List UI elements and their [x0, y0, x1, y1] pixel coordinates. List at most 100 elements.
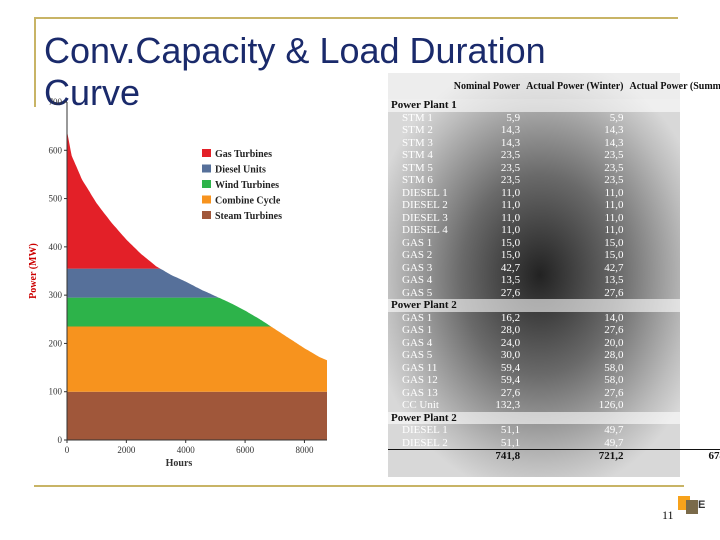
table-row: GAS 5 27,6 27,6 25,0	[388, 287, 720, 300]
unit-name-cell: GAS 3	[402, 261, 433, 274]
table-row: GAS 4 24,0 20,0 18,8	[388, 337, 720, 350]
power-value-cell: 15,0	[500, 249, 521, 261]
unit-name-cell: DIESEL 3	[402, 211, 448, 224]
table-group-row: Power Plant 2	[388, 299, 720, 312]
legend-swatch	[202, 180, 211, 188]
table-row: GAS 4 13,5 13,5 12,8	[388, 274, 720, 287]
bottom-rule	[34, 485, 684, 487]
power-value-cell: 23,5	[500, 149, 521, 161]
unit-name-cell: GAS 1	[402, 324, 433, 336]
power-value-cell: 23,5	[604, 174, 624, 186]
power-value-cell: 59,4	[500, 361, 521, 374]
power-value-cell: 59,4	[500, 374, 521, 386]
y-tick-label: 300	[49, 290, 63, 300]
power-value-cell: 41,0	[713, 261, 720, 274]
y-tick-label: 400	[49, 242, 63, 252]
table-group-row: Power Plant 1	[388, 99, 720, 112]
power-value-cell: 11,0	[501, 211, 521, 224]
table-row: GAS 1 15,0 15,0 12,8	[388, 237, 720, 250]
power-value-cell: 28,0	[604, 349, 624, 361]
area-gas-turbines	[67, 131, 327, 361]
capacity-table-panel: Nominal Power Actual Power (Winter) Actual…	[388, 73, 720, 477]
unit-name-cell: STM 2	[402, 124, 433, 136]
power-value-cell: 23,5	[500, 174, 521, 186]
power-value-cell: 25,0	[713, 286, 720, 299]
legend-swatch	[202, 164, 211, 173]
table-header-cell: Actual Power (Summer)	[626, 73, 720, 99]
power-value-cell: 14,3	[604, 136, 624, 149]
table-row: DIESEL 2 11,0 11,0 10,8	[388, 199, 720, 212]
unit-name-cell: STM 1	[402, 111, 433, 124]
unit-name-cell: CC Unit	[402, 399, 439, 411]
power-value-cell: 126,0	[598, 399, 624, 411]
table-header-cell: Nominal Power	[450, 73, 524, 99]
unit-name-cell: GAS 5	[402, 286, 433, 299]
table-row: STM 2 14,3 14,3 13,2	[388, 124, 720, 137]
legend-swatch	[202, 195, 211, 204]
power-value-cell: 49,5	[713, 424, 720, 436]
y-tick-label: 100	[49, 387, 63, 397]
unit-name-cell: DIESEL 2	[402, 436, 448, 449]
table-header-cell: Actual Power (Winter)	[523, 73, 627, 99]
power-value-cell: 23,5	[500, 161, 521, 174]
power-value-cell: 30,0	[500, 349, 521, 361]
power-value-cell: 49,5	[713, 436, 720, 449]
power-value-cell: 14,3	[604, 124, 624, 136]
area-steam-turbines	[67, 391, 327, 440]
table-row: STM 3 14,3 14,3 13,2	[388, 137, 720, 150]
table-row: GAS 1 16,2 14,0 11,0	[388, 312, 720, 325]
slide-title: Conv.Capacity & Load Duration Curve	[44, 30, 546, 113]
unit-name-cell: STM 3	[402, 136, 433, 149]
table-group-row: Power Plant 2	[388, 411, 720, 424]
power-value-cell: 23,0	[713, 174, 720, 186]
unit-name-cell: GAS 4	[402, 274, 433, 286]
legend-swatch	[202, 149, 211, 157]
unit-name-cell: STM 5	[402, 161, 433, 174]
x-tick-label: 6000	[236, 445, 255, 455]
power-value-cell: 11,0	[501, 186, 521, 199]
area-combine-cycle	[67, 326, 327, 392]
power-value-cell: 58,0	[604, 374, 624, 386]
power-value-cell: 54,0	[713, 361, 720, 374]
power-value-cell: 16,2	[500, 311, 521, 324]
power-value-cell: 27,6	[500, 286, 521, 299]
power-value-cell: 23,0	[713, 149, 720, 161]
unit-name-cell: GAS 1	[402, 236, 433, 249]
unit-name-cell: STM 6	[402, 174, 433, 186]
group-label: Power Plant 1	[388, 99, 720, 112]
power-value-cell: 10,8	[713, 186, 720, 199]
capacity-table: Nominal Power Actual Power (Winter) Actual…	[388, 73, 720, 463]
area-diesel-units	[67, 268, 327, 361]
unit-name-cell: DIESEL 2	[402, 199, 448, 211]
power-value-cell: 14,3	[500, 136, 521, 149]
power-value-cell: 25,0	[713, 386, 720, 399]
logo-icon: E	[678, 496, 705, 514]
left-rule	[34, 17, 36, 107]
page-number: 11	[662, 508, 674, 522]
table-header-row: Nominal Power Actual Power (Winter) Actual…	[388, 73, 720, 99]
power-value-cell: 10,8	[713, 199, 720, 211]
power-value-cell: 11,0	[714, 311, 720, 324]
x-tick-label: 0	[65, 445, 70, 455]
y-tick-label: 0	[58, 435, 63, 445]
power-value-cell: 51,1	[500, 424, 521, 436]
power-value-cell: 49,7	[604, 424, 624, 436]
table-row: DIESEL 2 51,1 49,7 49,5	[388, 437, 720, 450]
table-row: CC Unit 132,3 126,0 112,0	[388, 399, 720, 412]
unit-name-cell: GAS 4	[402, 336, 433, 349]
power-value-cell: 15,0	[500, 236, 521, 249]
table-row: GAS 13 27,6 27,6 25,0	[388, 387, 720, 400]
power-value-cell: 13,2	[713, 136, 720, 149]
unit-name-cell: DIESEL 1	[402, 186, 448, 199]
y-tick-label: 200	[49, 338, 63, 348]
power-value-cell: 13,5	[500, 274, 521, 286]
unit-name-cell: GAS 2	[402, 249, 433, 261]
power-value-cell: 27,6	[500, 386, 521, 399]
power-value-cell: 12,8	[713, 274, 720, 286]
power-value-cell: 12,8	[713, 249, 720, 261]
power-value-cell: 26,5	[713, 349, 720, 361]
load-duration-chart: 0 100 200 300 400 500 600 700 0 2000 4000 6000 8000 H…	[28, 97, 327, 469]
table-row: DIESEL 4 11,0 11,0 10,8	[388, 224, 720, 237]
power-value-cell: 42,7	[604, 261, 624, 274]
